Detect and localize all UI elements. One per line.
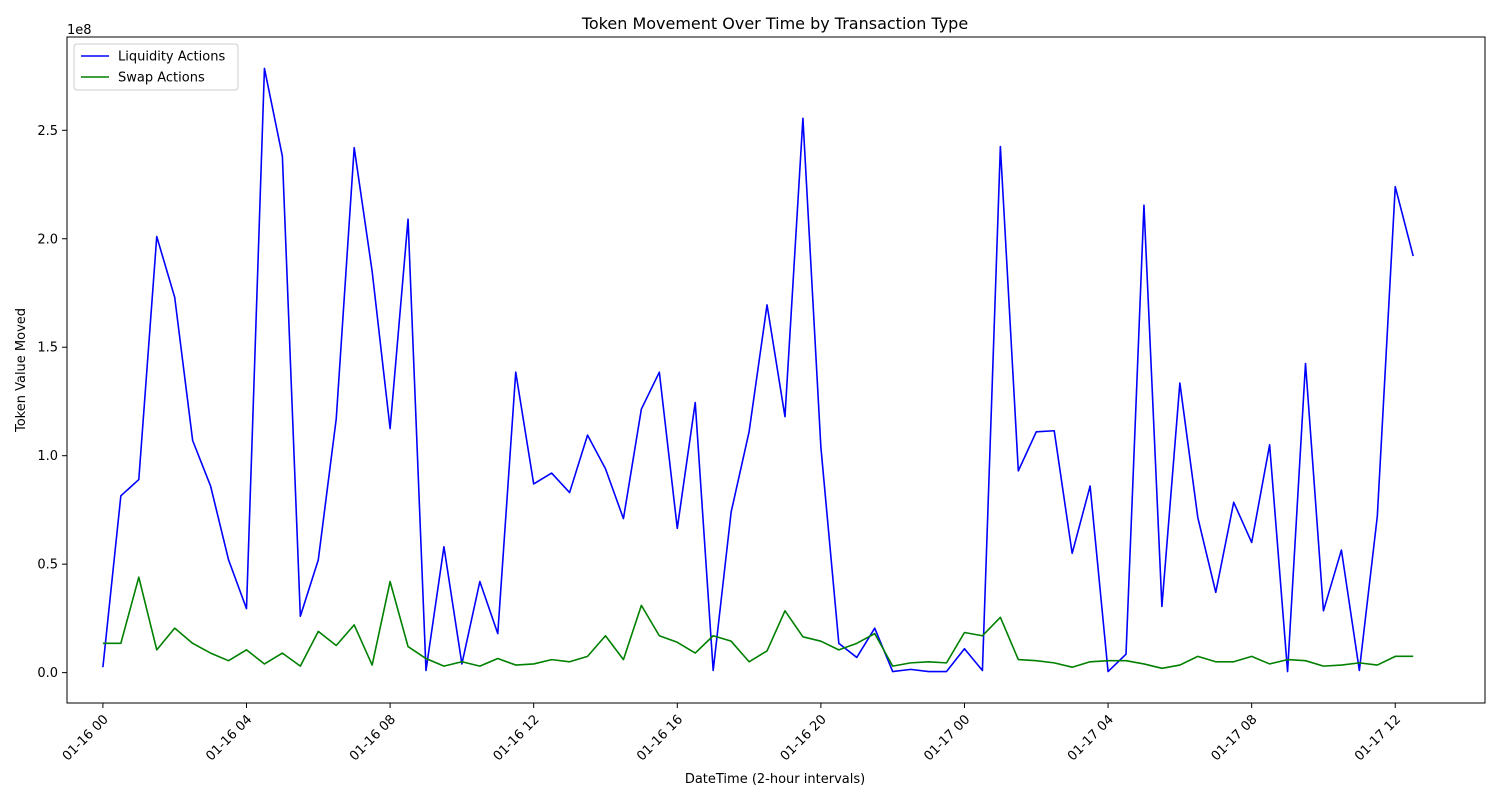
- y-tick-label: 2.0: [37, 232, 58, 247]
- y-axis-offset-label: 1e8: [67, 23, 92, 38]
- series-layer: [102, 67, 1414, 673]
- y-tick-label: 0.0: [37, 666, 58, 681]
- y-tick-label: 1.0: [37, 449, 58, 464]
- y-axis-label: Token Value Moved: [14, 308, 29, 433]
- legend-box: [73, 43, 239, 91]
- x-axis-label: DateTime (2-hour intervals): [685, 772, 865, 787]
- series-line-liquidity-actions: [102, 67, 1414, 673]
- legend: Liquidity Actions Swap Actions: [73, 43, 239, 91]
- y-tick-label: 2.5: [37, 124, 58, 139]
- y-axis-ticks: 0.0 0.5 1.0 1.5 2.0 2.5: [37, 124, 67, 681]
- series-line-swap-actions: [102, 576, 1414, 670]
- y-tick-label: 1.5: [37, 341, 58, 356]
- y-tick-label: 0.5: [37, 558, 58, 573]
- legend-label: Liquidity Actions: [118, 50, 225, 65]
- chart-title: Token Movement Over Time by Transaction …: [581, 14, 968, 33]
- legend-label: Swap Actions: [118, 71, 205, 86]
- plot-frame: [66, 36, 1486, 704]
